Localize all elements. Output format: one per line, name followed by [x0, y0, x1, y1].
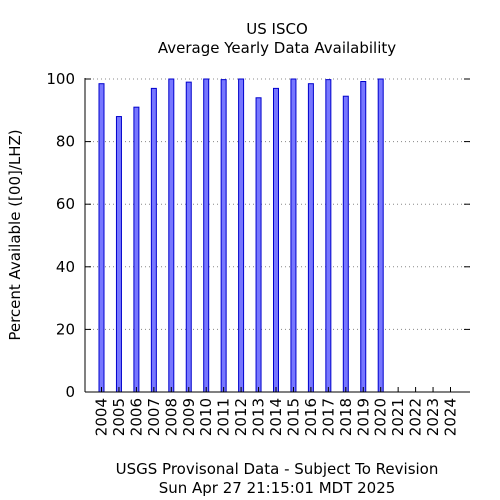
bar-2013 [255, 97, 262, 393]
x-tick-label: 2020 [372, 398, 390, 436]
x-tick-label: 2024 [442, 398, 460, 436]
x-tick-label: 2016 [302, 398, 320, 436]
bar-2005 [115, 116, 122, 393]
x-tick-label: 2008 [162, 398, 180, 436]
bar-2014 [273, 87, 279, 393]
bar-2015 [290, 78, 297, 393]
x-tick-label: 2010 [197, 398, 215, 436]
x-tick-label: 2017 [319, 398, 337, 436]
x-tick-labels: 2004 2005 2006 2007 2008 2009 2010 2011 2012 2013… [93, 398, 460, 436]
bar-2008 [168, 78, 175, 393]
chart-title: US ISCO [246, 20, 308, 38]
y-tick-label: 60 [56, 195, 75, 213]
x-tick-label: 2019 [354, 398, 372, 436]
x-tick-label: 2011 [215, 398, 233, 436]
x-tick-label: 2015 [284, 398, 302, 436]
y-tick-label: 0 [65, 383, 75, 401]
bar-2020 [377, 78, 384, 393]
x-tick-label: 2014 [267, 398, 285, 436]
bar-series [98, 78, 384, 393]
bar-2009 [185, 81, 192, 393]
footer-timestamp: Sun Apr 27 21:15:01 MDT 2025 [159, 479, 396, 497]
y-tick-label: 20 [56, 320, 75, 338]
footer-disclaimer: USGS Provisonal Data - Subject To Revisi… [116, 460, 439, 478]
x-tick-label: 2023 [424, 398, 442, 436]
y-tick-label: 100 [46, 70, 75, 88]
bar-2007 [150, 87, 157, 393]
x-tick-label: 2012 [232, 398, 250, 436]
x-tick-label: 2007 [145, 398, 163, 436]
bar-2019 [360, 81, 367, 393]
x-tick-label: 2004 [93, 398, 111, 436]
x-tick-label: 2013 [250, 398, 268, 436]
bar-2011 [220, 79, 227, 393]
bar-2004 [98, 83, 105, 393]
chart-subtitle: Average Yearly Data Availability [158, 39, 396, 57]
bar-2018 [342, 95, 349, 393]
x-tick-label: 2006 [127, 398, 145, 436]
y-axis-label: Percent Available ([00]/LHZ) [6, 129, 24, 340]
x-tick-label: 2021 [389, 398, 407, 436]
y-tick-labels: 0 20 40 60 80 100 [46, 70, 75, 401]
bar-2010 [203, 78, 210, 393]
y-tick-label: 40 [56, 258, 75, 276]
x-tick-label: 2022 [407, 398, 425, 436]
x-tick-label: 2009 [180, 398, 198, 436]
x-tick-label: 2018 [337, 398, 355, 436]
bar-2006 [133, 106, 140, 393]
bar-2017 [325, 79, 332, 393]
bar-2012 [238, 78, 245, 393]
x-tick-label: 2005 [110, 398, 128, 436]
y-tick-label: 80 [56, 133, 75, 151]
bar-2016 [307, 83, 314, 393]
axes [84, 78, 470, 393]
